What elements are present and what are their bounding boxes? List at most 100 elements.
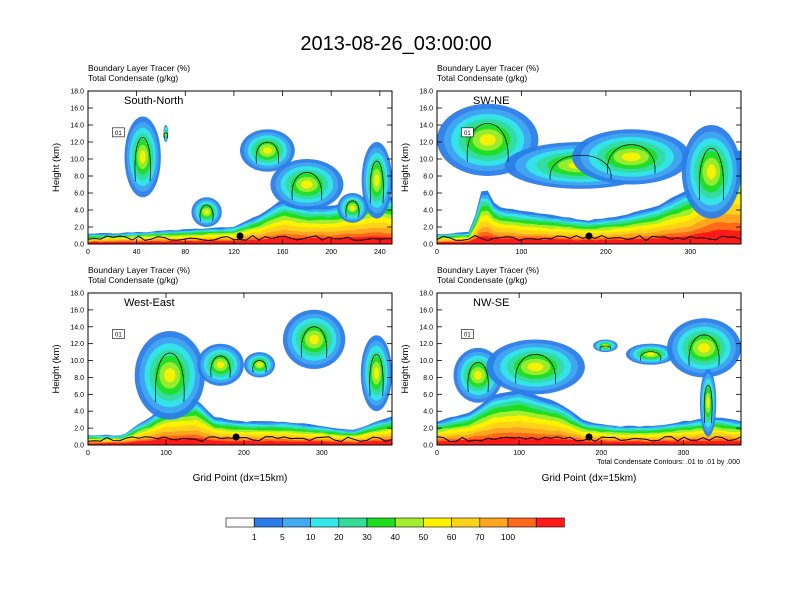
field-label: Boundary Layer Tracer (%) [88,63,190,73]
colorbar-label: 1 [252,532,257,542]
condensate-contour [369,354,384,397]
cloud-blob [621,152,641,162]
colorbar-swatch [253,517,283,528]
colorbar: 1 5 10 20 30 40 50 60 70 100 [225,517,565,542]
main-title: 2013-08-26_03:00:00 [300,33,491,55]
colorbar-swatch [423,517,452,528]
condensate-contour [515,354,556,384]
x-tick-label: 120 [228,249,240,256]
colorbar-label: 70 [475,532,485,542]
condensate-contour [252,360,267,373]
colorbar-label: 5 [280,532,285,542]
x-axis-label: Grid Point (dx=15km) [193,473,288,484]
cloud-blob [527,362,544,372]
cloud-blob [309,334,320,345]
colorbar-swatch [535,517,565,528]
condensate-contour [210,355,231,378]
field-label: Boundary Layer Tracer (%) [437,63,539,73]
y-tick-label: 10.0 [70,358,84,365]
terrain-line [87,234,393,242]
panel-title: NW-SE [473,297,509,309]
y-tick-label: 4.0 [423,208,433,215]
colorbar-swatch [507,517,537,528]
y-tick-label: 10.0 [70,157,84,164]
y-tick-label: 2.0 [423,225,433,232]
y-tick-label: 14.0 [70,123,84,130]
y-tick-label: 16.0 [70,307,84,314]
cloud-blob [706,397,710,409]
y-tick-label: 4.0 [423,409,433,416]
x-tick-label: 200 [595,450,607,457]
y-axis-label: Height (km) [400,344,411,393]
contour-label: 01 [115,131,122,137]
y-tick-label: 4.0 [74,409,84,416]
y-tick-label: 12.0 [419,140,433,147]
x-tick-label: 0 [86,249,90,256]
x-tick-label: 200 [238,450,250,457]
condensate-contour [291,172,322,200]
y-tick-label: 14.0 [419,123,433,130]
y-tick-label: 12.0 [70,341,84,348]
y-tick-label: 0.0 [423,242,433,249]
panel-south-north: 01 South-North Boundary Layer Tracer (%)To… [51,63,393,256]
colorbar-label: 10 [306,532,316,542]
cloud-blob [479,134,496,146]
cloud-blob [646,352,655,356]
condensate-contour [134,137,151,182]
bl-band [437,229,741,244]
x-tick-label: 200 [325,249,337,256]
y-tick-label: 6.0 [423,392,433,399]
location-marker [585,232,593,240]
cloud-blob [698,343,710,353]
cloud-blob [139,150,146,164]
y-axis-label: Height (km) [400,143,411,192]
panel-title: SW-NE [473,95,509,107]
y-tick-label: 18.0 [419,89,433,96]
y-tick-label: 14.0 [419,324,433,331]
y-tick-label: 2.0 [74,426,84,433]
bl-band [88,437,392,445]
y-tick-label: 16.0 [419,307,433,314]
x-tick-label: 100 [513,450,525,457]
plot-frame [436,90,742,245]
cloud-blob [301,180,313,189]
location-marker [236,232,244,240]
x-tick-label: 200 [600,249,612,256]
condensate-contour [599,345,612,350]
condensate-contour [640,351,661,361]
contour-label: 01 [464,333,471,339]
location-marker [232,433,240,441]
y-tick-label: 14.0 [70,324,84,331]
colorbar-label: 100 [501,532,515,542]
condensate-contour [199,204,214,222]
y-tick-label: 6.0 [74,191,84,198]
condensate-contour [698,147,724,200]
field-label: Total Condensate (g/kg) [437,275,527,285]
cloud-blob [474,370,482,380]
condensate-contour [467,362,489,392]
cloud-blob [164,368,176,383]
colorbar-swatch [451,517,481,528]
colorbar-label: 50 [419,532,429,542]
condensate-contour [703,385,713,424]
plot-frame [436,292,742,446]
field-label: Boundary Layer Tracer (%) [88,265,190,275]
condensate-contour [688,334,720,366]
x-tick-label: 300 [684,249,696,256]
field-label: Total Condensate (g/kg) [88,275,178,285]
y-tick-label: 0.0 [74,443,84,450]
colorbar-label: 40 [390,532,400,542]
field-label: Boundary Layer Tracer (%) [437,265,539,275]
y-axis-label: Height (km) [51,344,62,393]
cloud-blob [257,362,262,367]
y-tick-label: 16.0 [70,106,84,113]
y-tick-label: 18.0 [70,291,84,298]
field-label: Total Condensate (g/kg) [437,73,527,83]
y-tick-label: 2.0 [423,426,433,433]
colorbar-swatch [338,517,368,528]
condensate-contour [163,132,169,139]
cloud-blob [373,367,379,380]
contour-note: Total Condensate Contours: .01 to .01 by… [597,459,740,466]
colorbar-swatch [479,517,509,528]
